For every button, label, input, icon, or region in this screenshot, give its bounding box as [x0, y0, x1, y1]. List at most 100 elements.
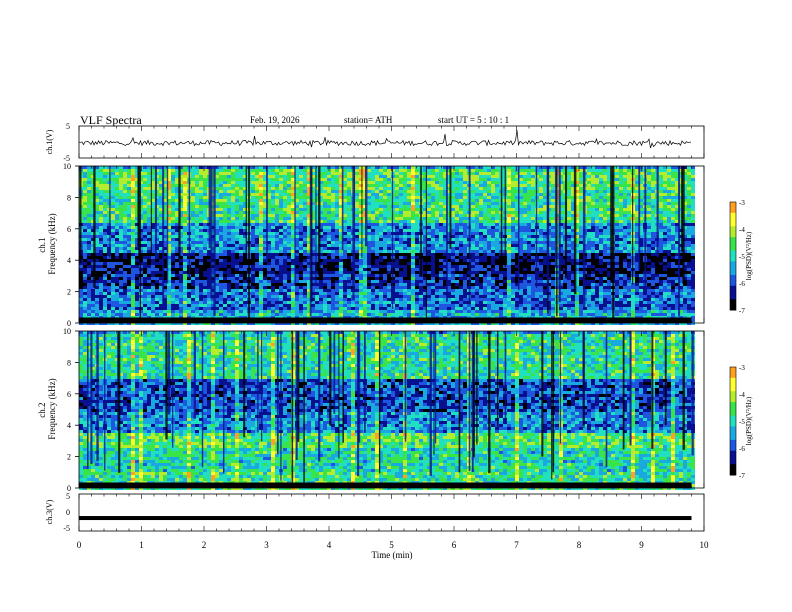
spectrogram-cell	[399, 265, 403, 268]
spectrogram-cell	[431, 253, 435, 256]
spectrogram-cell	[411, 238, 415, 241]
spectrogram-cell	[423, 181, 427, 184]
spectrogram-cell	[411, 265, 415, 268]
spectrogram-cell	[139, 181, 143, 184]
spectrogram-cell	[431, 289, 435, 292]
spectrogram-cell	[439, 196, 443, 199]
spectrogram-cell	[155, 229, 159, 232]
spectrogram-cell	[415, 283, 419, 286]
spectrogram-cell	[403, 196, 407, 199]
spectrogram-cell	[203, 283, 207, 286]
spectrogram-cell	[119, 247, 123, 250]
spectrogram-cell	[371, 241, 375, 244]
spectrogram-cell	[131, 235, 135, 238]
spectrogram-cell	[199, 196, 203, 199]
spectrogram-cell	[447, 277, 451, 280]
spectrogram-cell	[427, 229, 431, 232]
spectrogram-cell	[115, 268, 119, 271]
spectrogram-cell	[415, 244, 419, 247]
spectrogram-cell	[143, 199, 147, 202]
spectrogram-cell	[343, 223, 347, 226]
spectrogram-cell	[111, 313, 115, 316]
spectrogram-cell	[219, 310, 223, 313]
spectrogram-cell	[203, 262, 207, 265]
spectrogram-cell	[227, 259, 231, 262]
spectrogram-cell	[431, 283, 435, 286]
spectrogram-cell	[211, 268, 215, 271]
spectrogram-cell	[451, 268, 455, 271]
spectrogram-cell	[147, 274, 151, 277]
spectrogram-cell	[155, 190, 159, 193]
spectrogram-cell	[407, 256, 411, 259]
spectrogram-cell	[315, 193, 319, 196]
spectrogram-cell	[323, 196, 327, 199]
spectrogram-cell	[299, 181, 303, 184]
spectrogram-cell	[251, 169, 255, 172]
spectrogram-cell	[175, 307, 179, 310]
spectrogram-cell	[251, 172, 255, 175]
spectrogram-cell	[119, 256, 123, 259]
spectrogram-cell	[171, 241, 175, 244]
spectrogram-cell	[207, 310, 211, 313]
spectrogram-cell	[143, 229, 147, 232]
spectrogram-cell	[259, 193, 263, 196]
spectrogram-cell	[315, 301, 319, 304]
spectrogram-cell	[215, 214, 219, 217]
spectrogram-cell	[267, 277, 271, 280]
spectrogram-cell	[403, 307, 407, 310]
spectrogram-cell	[375, 256, 379, 259]
spectrogram-cell	[435, 253, 439, 256]
spectrogram-cell	[263, 292, 267, 295]
spectrogram-cell	[187, 295, 191, 298]
spectrogram-cell	[375, 202, 379, 205]
spectrogram-cell	[227, 193, 231, 196]
spectrogram-cell	[131, 265, 135, 268]
spectrogram-cell	[199, 178, 203, 181]
spectrogram-cell	[367, 181, 371, 184]
spectrogram-cell	[375, 226, 379, 229]
spectrogram-cell	[171, 280, 175, 283]
spectrogram-cell	[203, 181, 207, 184]
spectrogram-cell	[255, 178, 259, 181]
spectrogram-cell	[383, 253, 387, 256]
spectrogram-cell	[123, 196, 127, 199]
spectrogram-cell	[211, 223, 215, 226]
spectrogram-cell	[359, 172, 363, 175]
spectrogram-cell	[383, 244, 387, 247]
spectrogram-cell	[355, 274, 359, 277]
spectrogram-cell	[223, 250, 227, 253]
spectrogram-cell	[191, 316, 195, 319]
spectrogram-cell	[135, 286, 139, 289]
spectrogram-cell	[383, 259, 387, 262]
spectrogram-cell	[255, 280, 259, 283]
spectrogram-cell	[371, 172, 375, 175]
spectrogram-cell	[95, 250, 99, 253]
spectrogram-cell	[319, 301, 323, 304]
spectrogram-cell	[87, 172, 91, 175]
spectrogram-cell	[123, 304, 127, 307]
spectrogram-cell	[415, 196, 419, 199]
spectrogram-cell	[131, 181, 135, 184]
spectrogram-cell	[107, 172, 111, 175]
spectrogram-cell	[175, 256, 179, 259]
spectrogram-cell	[299, 187, 303, 190]
spectrogram-cell	[175, 247, 179, 250]
spectrogram-cell	[175, 175, 179, 178]
spectrogram-cell	[387, 241, 391, 244]
spectrogram-cell	[347, 229, 351, 232]
spectrogram-cell	[223, 286, 227, 289]
spectrogram-cell	[111, 238, 115, 241]
spectrogram-cell	[115, 208, 119, 211]
spectrogram-cell	[443, 313, 447, 316]
spectrogram-cell	[431, 241, 435, 244]
spectrogram-cell	[183, 295, 187, 298]
spectrogram-cell	[267, 250, 271, 253]
spectrogram-cell	[175, 226, 179, 229]
spectrogram-cell	[131, 184, 135, 187]
spectrogram-cell	[235, 277, 239, 280]
spectrogram-cell	[107, 280, 111, 283]
spectrogram-cell	[115, 313, 119, 316]
spectrogram-cell	[435, 229, 439, 232]
spectrogram-cell	[427, 199, 431, 202]
spectrogram-cell	[303, 283, 307, 286]
